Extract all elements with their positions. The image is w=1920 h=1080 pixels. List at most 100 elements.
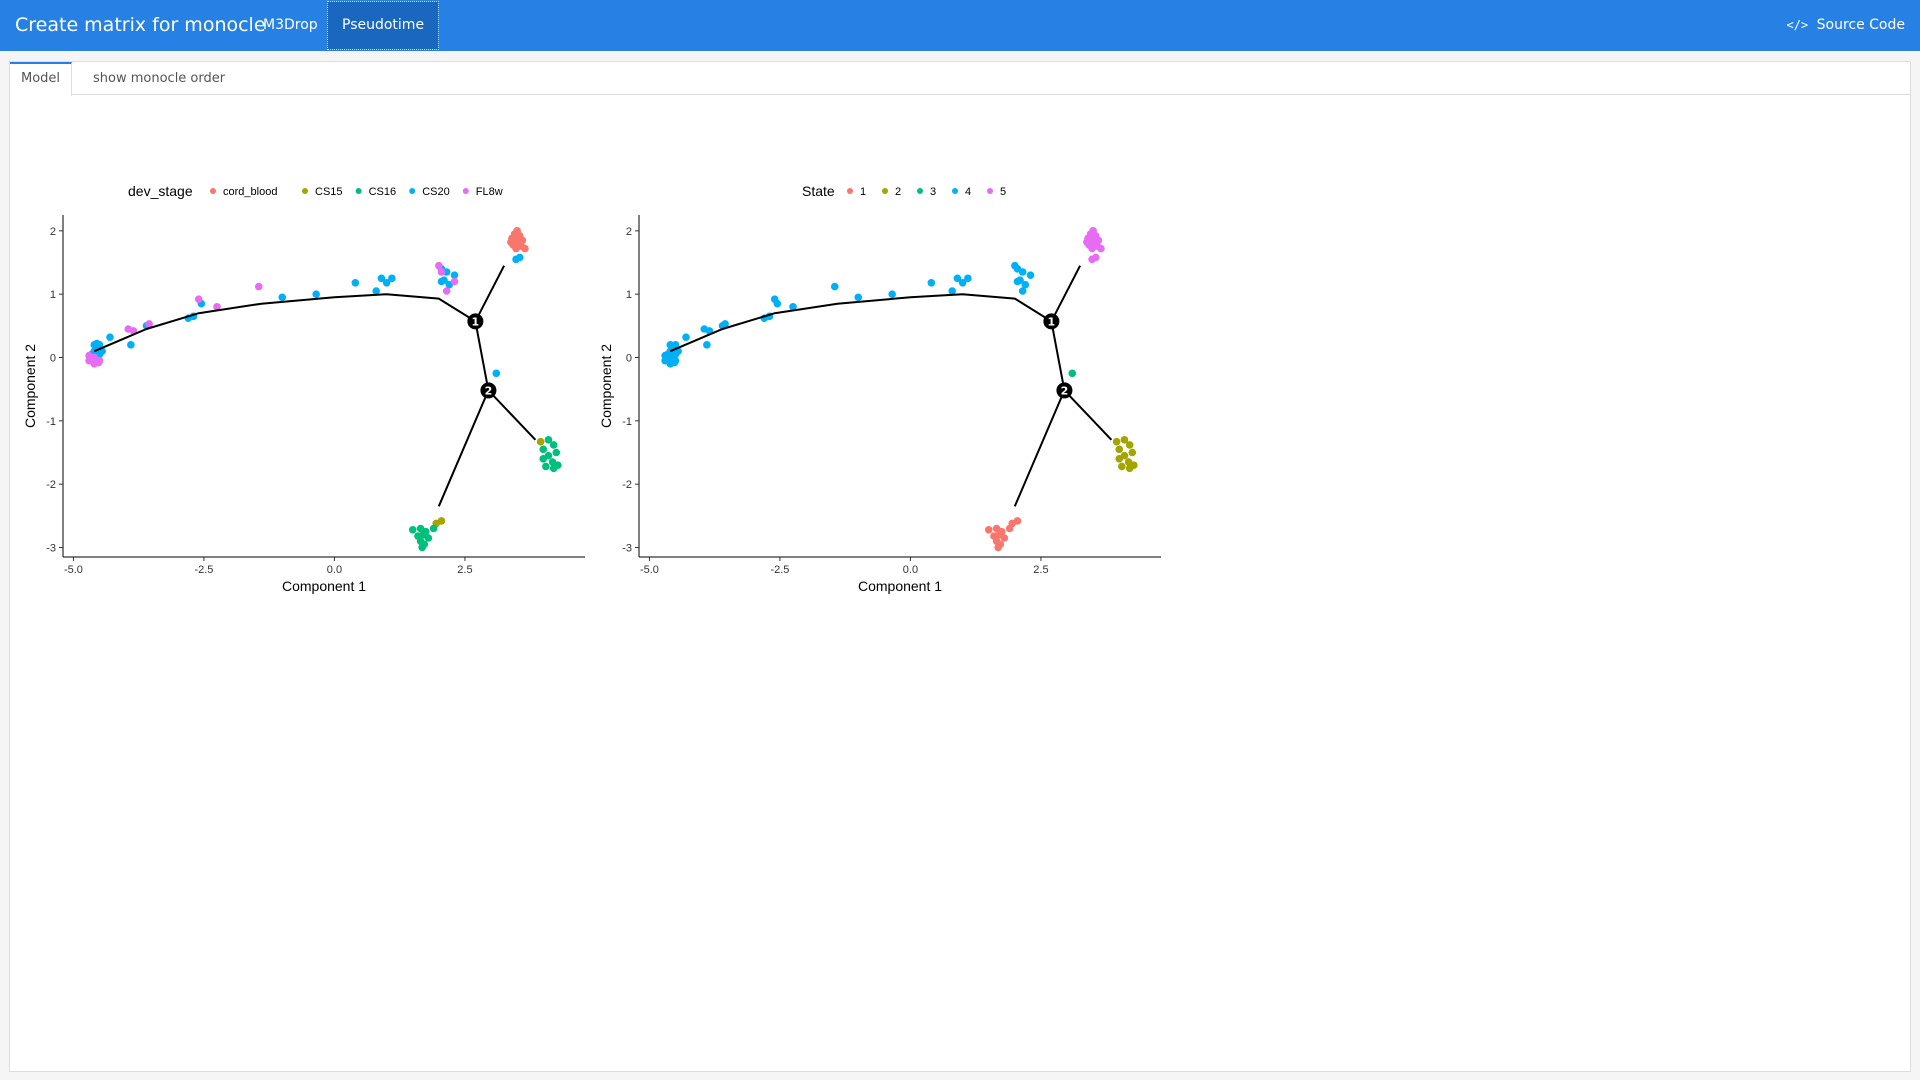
nav-tab-pseudotime[interactable]: Pseudotime: [327, 1, 440, 50]
data-point: [450, 277, 459, 286]
legend-title: dev_stage: [128, 183, 193, 199]
legend-swatch: [952, 188, 958, 194]
data-point: [964, 274, 972, 283]
app-title[interactable]: Create matrix for monocle: [15, 14, 266, 36]
y-tick-label: 1: [50, 289, 56, 301]
legend-label: CS16: [369, 186, 397, 198]
data-point: [773, 299, 782, 308]
branch-node-marker: [467, 313, 484, 330]
data-point: [670, 358, 679, 367]
legend-label: 4: [965, 186, 971, 198]
branch-node-label: 2: [485, 384, 493, 397]
source-code-link[interactable]: </> Source Code: [1786, 0, 1905, 51]
x-tick-label: 0.0: [903, 564, 918, 576]
data-point: [507, 238, 515, 247]
data-point: [671, 341, 680, 349]
y-tick-label: 0: [626, 353, 632, 365]
trajectory-line: [669, 293, 1066, 507]
legend-swatch: [409, 188, 416, 194]
legend-swatch: [302, 188, 308, 194]
data-point: [542, 462, 550, 471]
data-point: [1021, 280, 1030, 289]
tab-model[interactable]: Model: [10, 62, 73, 96]
data-point: [953, 274, 962, 283]
data-point: [544, 436, 553, 444]
legend-swatch: [462, 188, 469, 194]
data-point: [429, 524, 438, 533]
branch-node-label: 1: [1048, 315, 1056, 328]
data-point: [521, 244, 529, 253]
data-point: [377, 274, 386, 283]
y-tick-label: -3: [46, 543, 56, 555]
legend-item: CS20: [409, 186, 450, 198]
data-point: [927, 278, 936, 287]
data-point: [514, 233, 522, 241]
y-tick-label: 1: [626, 289, 632, 301]
data-point: [85, 356, 93, 365]
data-point: [1112, 437, 1121, 446]
trajectory-branch: [487, 389, 537, 441]
trajectory-branch: [474, 265, 505, 322]
data-point: [1026, 271, 1035, 279]
data-point: [1125, 464, 1134, 473]
data-point: [1000, 534, 1009, 542]
branch-node-marker: [480, 382, 497, 399]
data-point: [442, 268, 451, 276]
legend-item: 1: [847, 186, 866, 198]
data-point: [442, 287, 451, 295]
legend-item: CS16: [355, 186, 397, 198]
top-navbar: Create matrix for monocle M3Drop Pseudot…: [0, 0, 1920, 51]
x-tick-label: -5.0: [640, 564, 659, 576]
code-icon: </>: [1786, 18, 1809, 32]
data-point: [1118, 462, 1126, 471]
data-point: [106, 333, 114, 342]
data-point: [888, 290, 896, 298]
data-point: [351, 278, 360, 287]
data-point: [958, 278, 967, 287]
data-point: [1090, 233, 1098, 241]
legend-item: 4: [952, 186, 971, 198]
data-point: [536, 437, 545, 446]
data-point: [408, 525, 417, 534]
legend-label: 2: [895, 186, 901, 198]
data-point: [254, 282, 263, 291]
legend-label: CS15: [315, 186, 343, 198]
legend-label: FL8w: [476, 186, 503, 198]
data-point: [1083, 238, 1091, 247]
data-point: [94, 358, 103, 367]
x-tick-label: 0.0: [327, 564, 342, 576]
y-tick-label: 2: [50, 226, 56, 238]
y-tick-label: -2: [46, 479, 56, 491]
legend-label: cord_blood: [223, 186, 277, 198]
data-point: [382, 278, 391, 287]
x-tick-label: -2.5: [194, 564, 213, 576]
y-tick-label: -1: [46, 416, 56, 428]
data-point: [1097, 244, 1105, 253]
legend-label: 5: [1000, 186, 1006, 198]
nav-tab-m3drop[interactable]: M3Drop: [263, 17, 318, 33]
legend-swatch: [987, 188, 993, 194]
data-point: [703, 341, 711, 349]
state-trajectory-plot: State 1 2 3 4 5 2 1 0 -1 -2 -3 -5.0 -2.5 0.0 2.5 Compone…: [598, 183, 1161, 594]
data-points: [661, 227, 1138, 552]
legend-label: 1: [860, 186, 866, 198]
data-point: [1013, 277, 1022, 286]
trajectory-line: [93, 293, 490, 507]
x-tick-label: -2.5: [770, 564, 789, 576]
data-point: [1115, 455, 1124, 463]
data-point: [789, 303, 797, 311]
legend-swatch: [355, 188, 362, 194]
branch-node-label: 1: [472, 315, 480, 328]
data-point: [552, 448, 561, 457]
data-point: [93, 339, 101, 348]
data-point: [145, 320, 153, 328]
data-point: [437, 277, 446, 286]
data-point: [372, 287, 381, 295]
legend-swatch: [882, 188, 888, 194]
trajectory-branch: [1050, 265, 1081, 322]
legend-swatch: [210, 188, 216, 194]
data-point: [512, 244, 520, 253]
y-axis-title: Component 2: [22, 344, 38, 428]
data-point: [549, 441, 558, 449]
tab-show-monocle-order[interactable]: show monocle order: [93, 71, 226, 86]
